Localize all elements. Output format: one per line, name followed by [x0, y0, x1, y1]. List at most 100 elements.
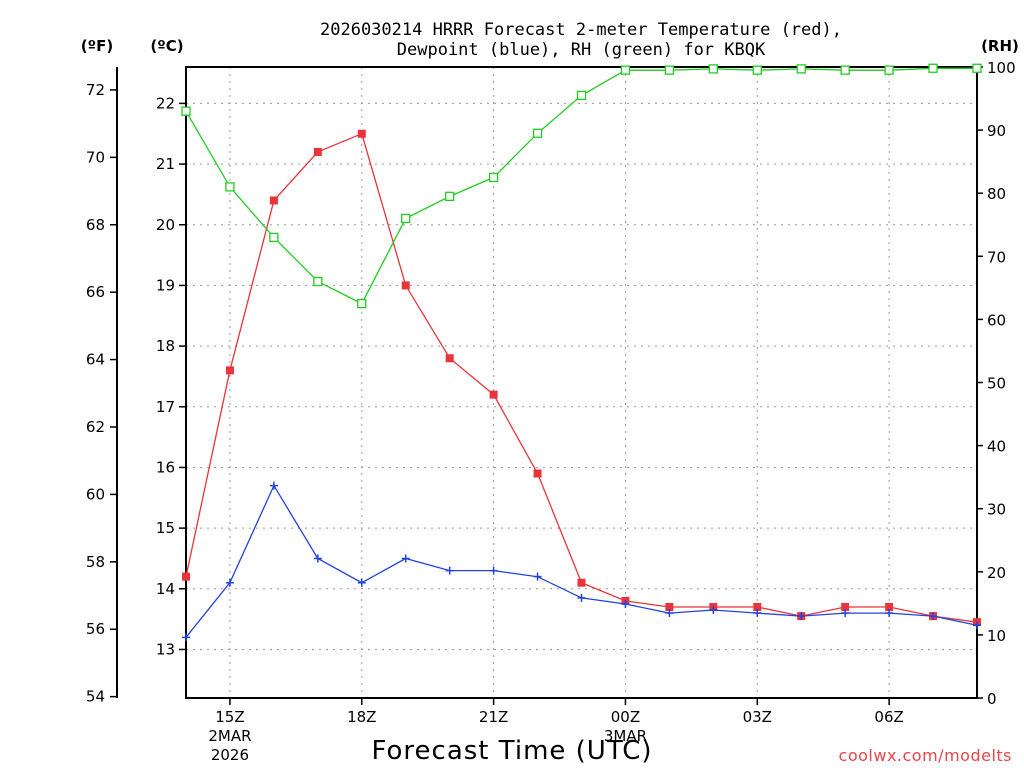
dewpoint-point — [489, 566, 498, 575]
fahrenheit-tick-label: 70 — [86, 148, 105, 166]
rh-point — [884, 65, 894, 75]
chart-title-line1: 2026030214 HRRR Forecast 2-meter Tempera… — [320, 20, 842, 40]
data-series — [181, 63, 982, 642]
celsius-tick-label: 18 — [156, 337, 175, 355]
rh-tick-label: 10 — [987, 627, 1006, 645]
celsius-tick-label: 16 — [156, 458, 175, 476]
dewpoint-point — [841, 609, 850, 618]
rh-point — [313, 276, 323, 287]
fahrenheit-tick-label: 56 — [86, 620, 105, 638]
plot-frame — [185, 66, 978, 699]
fahrenheit-tick-label: 72 — [86, 81, 105, 99]
rh-point — [488, 172, 499, 183]
dewpoint-point — [665, 609, 674, 618]
rh-point — [928, 63, 938, 73]
dewpoint-point — [929, 612, 938, 621]
rh-tick-label: 30 — [987, 501, 1006, 519]
temperature-point — [885, 602, 894, 611]
fahrenheit-tick-label: 60 — [86, 485, 105, 503]
rh-tick-label: 70 — [987, 248, 1006, 266]
dewpoint-point — [533, 572, 542, 581]
fahrenheit-tick-label: 54 — [86, 688, 105, 706]
rh-point — [840, 65, 850, 75]
x-tick-year: 2026 — [211, 746, 249, 764]
temperature-point — [753, 602, 762, 611]
rh-tick-label: 40 — [987, 438, 1006, 456]
temperature-series-line — [185, 132, 978, 623]
x-tick-label: 00Z — [611, 708, 640, 726]
credit-text: coolwx.com/modelts — [839, 746, 1012, 765]
x-tick-label: 03Z — [743, 708, 772, 726]
dewpoint-point — [313, 554, 322, 563]
temperature-point — [489, 390, 498, 399]
rh-tick-label: 100 — [987, 59, 1016, 77]
x-axis-title: Forecast Time (UTC) — [371, 736, 652, 766]
rh-point — [972, 63, 982, 73]
fahrenheit-tick-label: 62 — [86, 418, 105, 436]
axis-ticks: 13 14 15 16 17 18 19 20 21 22 54 56 58 60 62 64 66 68 70 72… — [86, 59, 1016, 764]
fahrenheit-tick-label: 64 — [86, 351, 105, 369]
x-tick-label: 21Z — [479, 708, 508, 726]
dewpoint-point — [269, 481, 278, 490]
rh-point — [532, 128, 543, 138]
grid-lines — [186, 67, 977, 698]
temperature-point — [357, 129, 366, 138]
dewpoint-point — [709, 606, 718, 615]
rh-point — [620, 65, 631, 75]
rh-point — [796, 64, 806, 74]
x-tick-label: 15Z — [215, 708, 244, 726]
celsius-tick-label: 21 — [156, 155, 175, 173]
temperature-point — [841, 602, 850, 611]
rh-tick-label: 80 — [987, 185, 1006, 203]
chart-title-line2: Dewpoint (blue), RH (green) for KBQK — [397, 40, 766, 60]
dewpoint-point — [973, 621, 981, 630]
dewpoint-point — [182, 633, 190, 642]
temperature-point — [665, 602, 674, 611]
rh-point — [225, 182, 235, 192]
celsius-tick-label: 15 — [156, 519, 175, 537]
rh-tick-label: 50 — [987, 375, 1006, 393]
temperature-point — [533, 469, 542, 478]
temperature-point — [225, 366, 234, 375]
celsius-tick-label: 17 — [156, 398, 175, 416]
rh-point — [445, 191, 455, 202]
rh-point — [401, 213, 411, 224]
rh-tick-label: 20 — [987, 564, 1006, 582]
rh-point — [269, 232, 279, 243]
rh-unit-label: (RH) — [981, 37, 1019, 55]
dewpoint-point — [225, 578, 234, 587]
dewpoint-point — [357, 578, 366, 587]
rh-point — [708, 64, 718, 74]
dewpoint-point — [401, 554, 410, 563]
fahrenheit-unit-label: (ºF) — [81, 37, 113, 55]
celsius-tick-label: 14 — [156, 580, 175, 598]
celsius-tick-label: 22 — [156, 94, 175, 112]
dewpoint-point — [445, 566, 454, 575]
dewpoint-point — [797, 612, 806, 621]
rh-point — [752, 65, 762, 75]
dewpoint-point — [621, 599, 630, 608]
fahrenheit-tick-label: 58 — [86, 553, 105, 571]
celsius-unit-label: (ºC) — [150, 37, 183, 55]
rh-point — [664, 65, 675, 75]
temperature-point — [577, 578, 586, 587]
x-tick-label: 18Z — [347, 708, 376, 726]
rh-point — [181, 106, 191, 116]
celsius-tick-label: 19 — [156, 276, 175, 294]
celsius-tick-label: 13 — [156, 640, 175, 658]
fahrenheit-tick-label: 68 — [86, 216, 105, 234]
temperature-point — [269, 196, 278, 205]
x-tick-date: 3MAR — [604, 727, 647, 745]
dewpoint-point — [885, 609, 894, 618]
x-tick-date: 2MAR — [208, 727, 251, 745]
rh-tick-label: 0 — [987, 690, 997, 708]
rh-tick-label: 90 — [987, 122, 1006, 140]
dewpoint-point — [753, 609, 762, 618]
temperature-point — [401, 281, 410, 290]
dewpoint-point — [577, 593, 586, 602]
rh-tick-label: 60 — [987, 311, 1006, 329]
celsius-tick-label: 20 — [156, 216, 175, 234]
dewpoint-series-line — [185, 484, 978, 638]
temperature-point — [445, 354, 454, 363]
